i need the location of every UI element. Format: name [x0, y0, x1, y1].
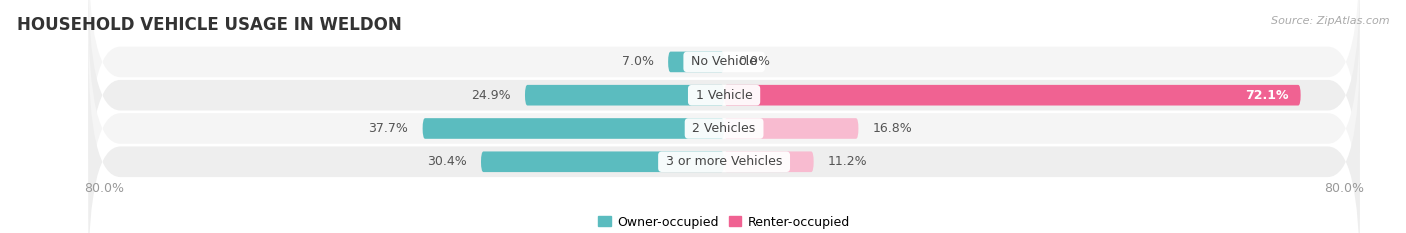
Text: 80.0%: 80.0% [1324, 182, 1364, 195]
FancyBboxPatch shape [724, 118, 859, 139]
Text: 24.9%: 24.9% [471, 89, 510, 102]
FancyBboxPatch shape [89, 44, 1360, 233]
FancyBboxPatch shape [668, 51, 724, 72]
Text: 37.7%: 37.7% [368, 122, 408, 135]
Text: HOUSEHOLD VEHICLE USAGE IN WELDON: HOUSEHOLD VEHICLE USAGE IN WELDON [17, 16, 402, 34]
FancyBboxPatch shape [724, 85, 1301, 106]
Text: 30.4%: 30.4% [427, 155, 467, 168]
Text: 3 or more Vehicles: 3 or more Vehicles [662, 155, 786, 168]
Text: 7.0%: 7.0% [621, 55, 654, 69]
Text: No Vehicle: No Vehicle [688, 55, 761, 69]
FancyBboxPatch shape [524, 85, 724, 106]
FancyBboxPatch shape [89, 11, 1360, 233]
FancyBboxPatch shape [481, 151, 724, 172]
Text: 0.0%: 0.0% [738, 55, 770, 69]
FancyBboxPatch shape [423, 118, 724, 139]
Text: 16.8%: 16.8% [873, 122, 912, 135]
Text: 72.1%: 72.1% [1246, 89, 1289, 102]
Text: 11.2%: 11.2% [828, 155, 868, 168]
FancyBboxPatch shape [724, 151, 814, 172]
Legend: Owner-occupied, Renter-occupied: Owner-occupied, Renter-occupied [599, 216, 849, 229]
FancyBboxPatch shape [89, 0, 1360, 180]
Text: 2 Vehicles: 2 Vehicles [689, 122, 759, 135]
FancyBboxPatch shape [89, 0, 1360, 213]
Text: 1 Vehicle: 1 Vehicle [692, 89, 756, 102]
Text: 80.0%: 80.0% [84, 182, 124, 195]
Text: Source: ZipAtlas.com: Source: ZipAtlas.com [1271, 16, 1389, 26]
